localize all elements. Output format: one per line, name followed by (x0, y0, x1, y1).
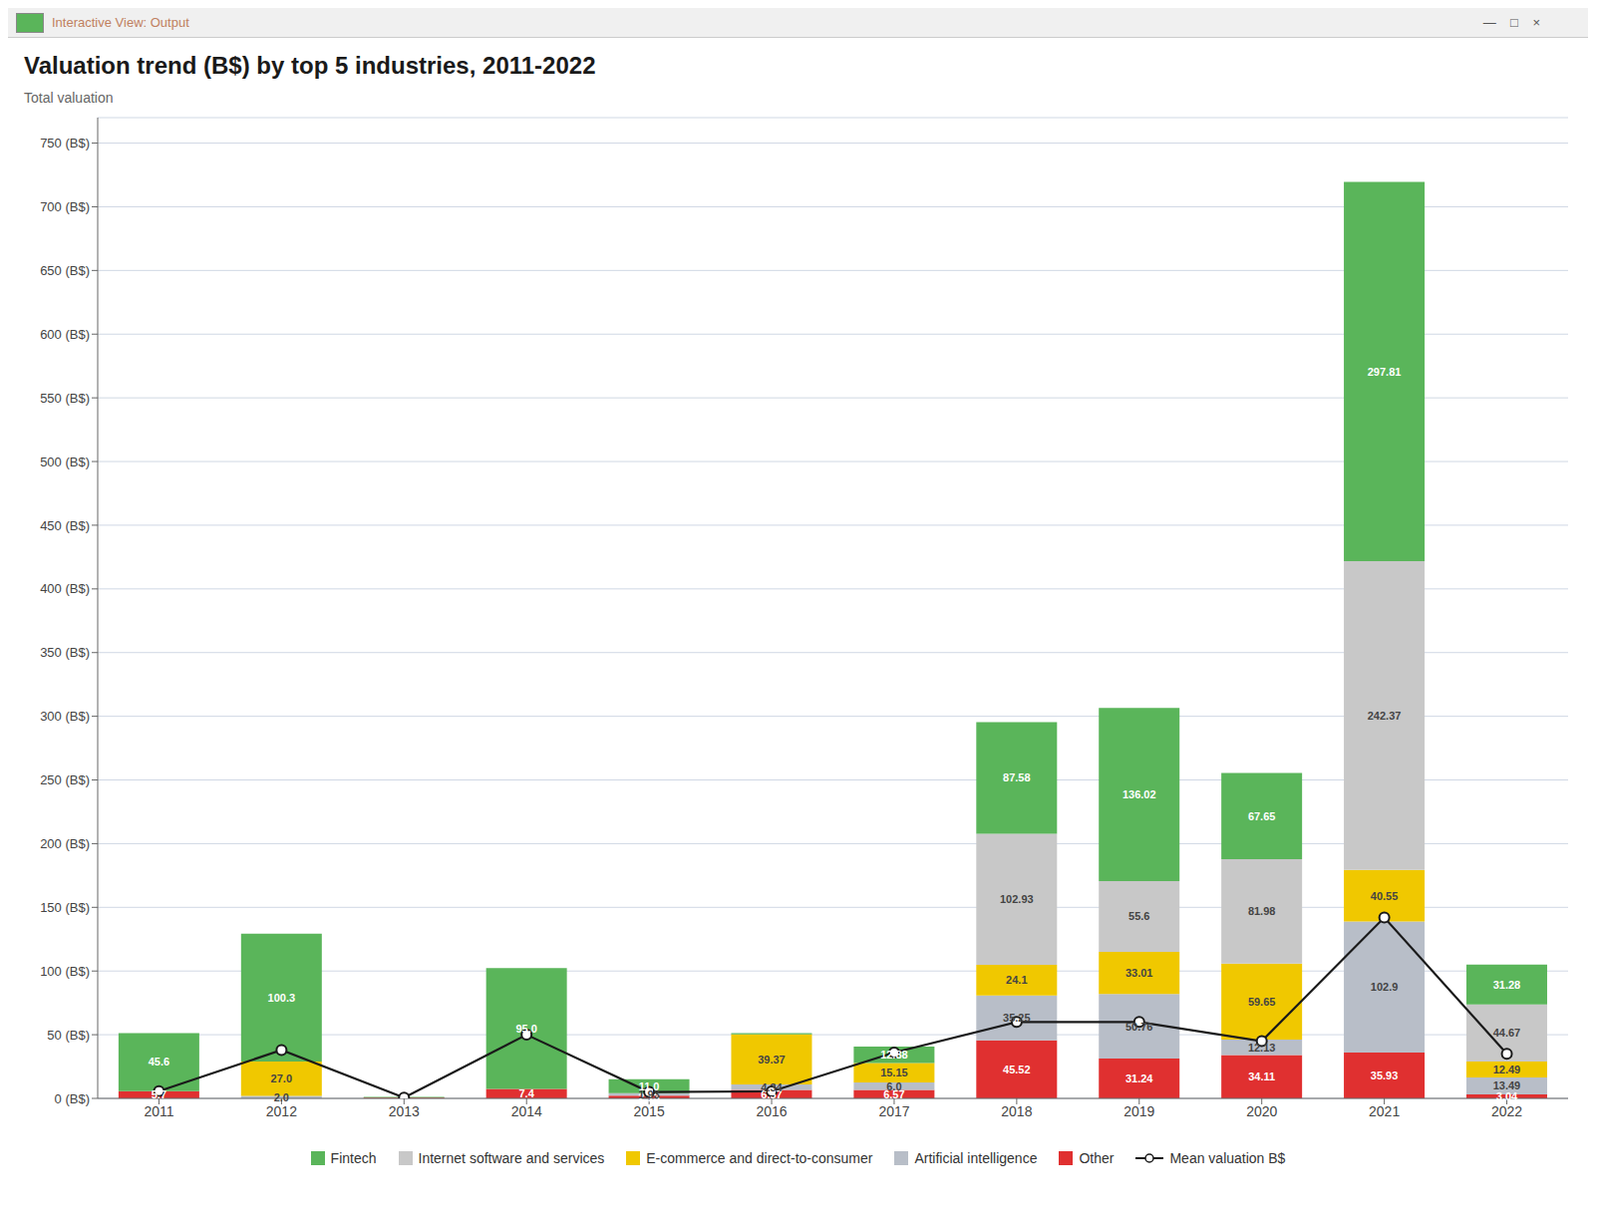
svg-text:67.65: 67.65 (1248, 810, 1277, 823)
svg-text:2020: 2020 (1246, 1103, 1278, 1120)
svg-text:650 (B$): 650 (B$) (39, 263, 90, 279)
svg-text:5.7: 5.7 (151, 1088, 167, 1101)
svg-text:700 (B$): 700 (B$) (39, 199, 90, 215)
svg-text:242.37: 242.37 (1367, 709, 1402, 722)
svg-text:27.0: 27.0 (271, 1072, 293, 1085)
svg-text:600 (B$): 600 (B$) (39, 326, 90, 342)
svg-text:102.93: 102.93 (999, 893, 1034, 906)
svg-text:2018: 2018 (1000, 1103, 1032, 1120)
svg-text:35.93: 35.93 (1370, 1069, 1399, 1082)
svg-text:3.04: 3.04 (1496, 1090, 1519, 1103)
svg-text:13.49: 13.49 (1493, 1079, 1522, 1092)
html-text:Fintech: Fintech (330, 1150, 377, 1167)
svg-text:2013: 2013 (388, 1103, 420, 1120)
svg-text:2019: 2019 (1123, 1103, 1155, 1120)
svg-text:31.24: 31.24 (1125, 1072, 1154, 1085)
html-text:Internet software and services: Internet software and services (418, 1150, 605, 1167)
svg-text:40.55: 40.55 (1370, 890, 1399, 903)
html-text:Valuation trend (B$) by top 5: Valuation trend (B$) by top 5 industries… (23, 51, 596, 79)
svg-text:33.01: 33.01 (1125, 966, 1154, 979)
svg-text:2016: 2016 (755, 1103, 787, 1120)
svg-text:31.28: 31.28 (1493, 978, 1522, 991)
html-text:Mean valuation B$: Mean valuation B$ (1169, 1150, 1286, 1167)
svg-text:2015: 2015 (634, 1103, 665, 1120)
html-text:Other: Other (1079, 1150, 1114, 1167)
svg-text:750 (B$): 750 (B$) (39, 135, 90, 151)
svg-text:12.49: 12.49 (1493, 1063, 1522, 1076)
svg-text:1.93: 1.93 (638, 1088, 660, 1101)
svg-text:4.34: 4.34 (760, 1081, 783, 1094)
svg-text:6.57: 6.57 (760, 1088, 783, 1101)
svg-text:550 (B$): 550 (B$) (39, 390, 90, 406)
svg-text:250 (B$): 250 (B$) (39, 772, 90, 788)
svg-text:2.0: 2.0 (274, 1091, 290, 1104)
svg-text:2014: 2014 (511, 1103, 543, 1120)
svg-text:12.13: 12.13 (1248, 1041, 1277, 1054)
html-text:Interactive View: Output: Interactive View: Output (51, 14, 190, 30)
svg-text:102.9: 102.9 (1370, 980, 1399, 993)
svg-text:6.57: 6.57 (883, 1088, 905, 1101)
svg-text:81.98: 81.98 (1248, 905, 1277, 918)
svg-text:297.81: 297.81 (1367, 365, 1402, 378)
svg-text:39.37: 39.37 (757, 1053, 786, 1066)
svg-text:2011: 2011 (143, 1103, 174, 1120)
svg-text:2022: 2022 (1491, 1103, 1523, 1120)
svg-text:44.67: 44.67 (1493, 1026, 1522, 1039)
svg-text:50.76: 50.76 (1125, 1020, 1154, 1033)
svg-text:100.3: 100.3 (268, 991, 297, 1004)
svg-text:24.1: 24.1 (1005, 973, 1027, 986)
svg-text:35.25: 35.25 (1002, 1011, 1031, 1024)
svg-text:150 (B$): 150 (B$) (39, 900, 90, 916)
svg-text:45.6: 45.6 (148, 1055, 170, 1068)
svg-text:55.6: 55.6 (1128, 910, 1150, 923)
svg-text:2021: 2021 (1368, 1103, 1400, 1120)
svg-text:2017: 2017 (878, 1103, 910, 1120)
svg-text:6.0: 6.0 (886, 1080, 902, 1093)
svg-text:300 (B$): 300 (B$) (39, 708, 90, 724)
svg-text:59.65: 59.65 (1248, 995, 1277, 1008)
svg-text:15.15: 15.15 (880, 1066, 909, 1079)
svg-text:87.58: 87.58 (1002, 771, 1031, 784)
svg-text:45.52: 45.52 (1002, 1063, 1031, 1076)
svg-text:2012: 2012 (266, 1103, 298, 1120)
svg-text:450 (B$): 450 (B$) (39, 518, 90, 534)
html-text:Total valuation: Total valuation (23, 89, 114, 106)
html-text:Artificial intelligence: Artificial intelligence (914, 1150, 1038, 1167)
svg-text:400 (B$): 400 (B$) (39, 581, 90, 597)
svg-text:0 (B$): 0 (B$) (54, 1091, 90, 1107)
svg-text:50 (B$): 50 (B$) (46, 1027, 90, 1043)
svg-text:12.88: 12.88 (880, 1048, 909, 1061)
svg-text:136.02: 136.02 (1122, 788, 1157, 801)
svg-text:200 (B$): 200 (B$) (39, 836, 90, 852)
svg-text:11.0: 11.0 (639, 1080, 660, 1093)
svg-text:100 (B$): 100 (B$) (39, 963, 90, 979)
svg-text:95.0: 95.0 (515, 1022, 537, 1035)
svg-text:350 (B$): 350 (B$) (39, 644, 90, 660)
svg-text:34.11: 34.11 (1248, 1070, 1276, 1083)
html-text:E-commerce and direct-to-consu: E-commerce and direct-to-consumer (646, 1150, 873, 1167)
svg-text:7.4: 7.4 (518, 1087, 535, 1100)
svg-text:500 (B$): 500 (B$) (39, 454, 90, 470)
